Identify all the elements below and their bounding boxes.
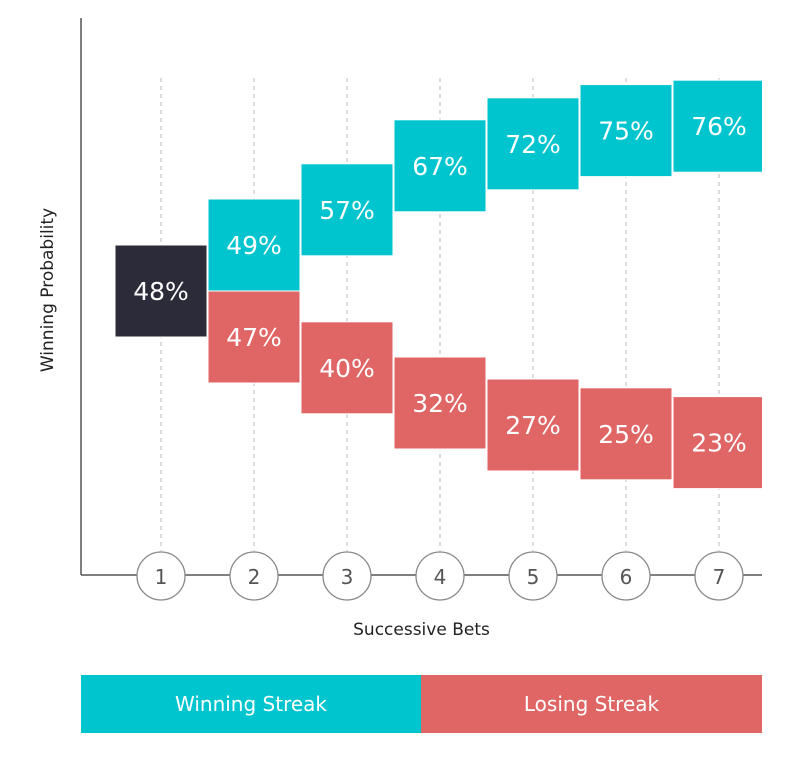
- bar: [300, 321, 394, 415]
- bar: [393, 356, 487, 450]
- win-box-2: 49%: [207, 198, 301, 292]
- x-tick-label: 7: [713, 565, 726, 589]
- bar: [114, 244, 208, 338]
- x-tick-circle-2: [229, 551, 279, 601]
- x-tick-circle-3: [322, 551, 372, 601]
- x-tick-label: 4: [434, 565, 447, 589]
- x-tick-circle-6: [601, 551, 651, 601]
- bar: [579, 84, 673, 178]
- data-label: 75%: [598, 117, 654, 146]
- x-tick-circle-7: [694, 551, 744, 601]
- bar: [579, 387, 673, 481]
- win-box-5: 72%: [486, 97, 580, 191]
- lose-box-2: 47%: [207, 290, 301, 384]
- x-tick-label: 2: [248, 565, 261, 589]
- data-label: 27%: [505, 411, 561, 440]
- data-label: 76%: [691, 112, 747, 141]
- lose-box-7: 23%: [672, 396, 762, 490]
- x-tick-circle-1: [136, 551, 186, 601]
- win-box-6: 75%: [579, 84, 673, 178]
- data-label: 25%: [598, 420, 654, 449]
- plot-area: 48% 49% 57% 67% 72% 75% 76% 47% 40% 32% 27% 25% 23% 1…: [80, 18, 762, 601]
- bar: [486, 378, 580, 472]
- x-tick-circle-4: [415, 551, 465, 601]
- x-tick-circle-5: [508, 551, 558, 601]
- bar: [207, 198, 301, 292]
- data-label: 47%: [226, 323, 282, 352]
- win-box-3: 57%: [300, 163, 394, 257]
- win-box-4: 67%: [393, 119, 487, 213]
- x-axis-label: Successive Bets: [353, 620, 490, 640]
- bar: [207, 290, 301, 384]
- lose-box-4: 32%: [393, 356, 487, 450]
- x-tick-label: 6: [620, 565, 633, 589]
- bar: [672, 79, 762, 173]
- x-tick-label: 3: [341, 565, 354, 589]
- y-axis-label: Winning Probability: [38, 207, 58, 373]
- bar: [486, 97, 580, 191]
- x-tick-label: 1: [155, 565, 168, 589]
- data-label: 67%: [412, 152, 468, 181]
- data-label: 57%: [319, 196, 375, 225]
- data-label: 49%: [226, 231, 282, 260]
- legend-winning-streak: Winning Streak: [81, 675, 421, 733]
- x-tick-label: 5: [527, 565, 540, 589]
- start-box: 48%: [114, 244, 208, 338]
- bar: [672, 396, 762, 490]
- data-label: 32%: [412, 389, 468, 418]
- bar: [300, 163, 394, 257]
- data-label: 72%: [505, 130, 561, 159]
- data-label: 40%: [319, 354, 375, 383]
- lose-box-6: 25%: [579, 387, 673, 481]
- lose-box-5: 27%: [486, 378, 580, 472]
- legend-losing-streak: Losing Streak: [421, 675, 762, 733]
- data-label: 23%: [691, 429, 747, 458]
- win-box-7: 76%: [672, 79, 762, 173]
- lose-box-3: 40%: [300, 321, 394, 415]
- data-label: 48%: [133, 277, 189, 306]
- bar: [393, 119, 487, 213]
